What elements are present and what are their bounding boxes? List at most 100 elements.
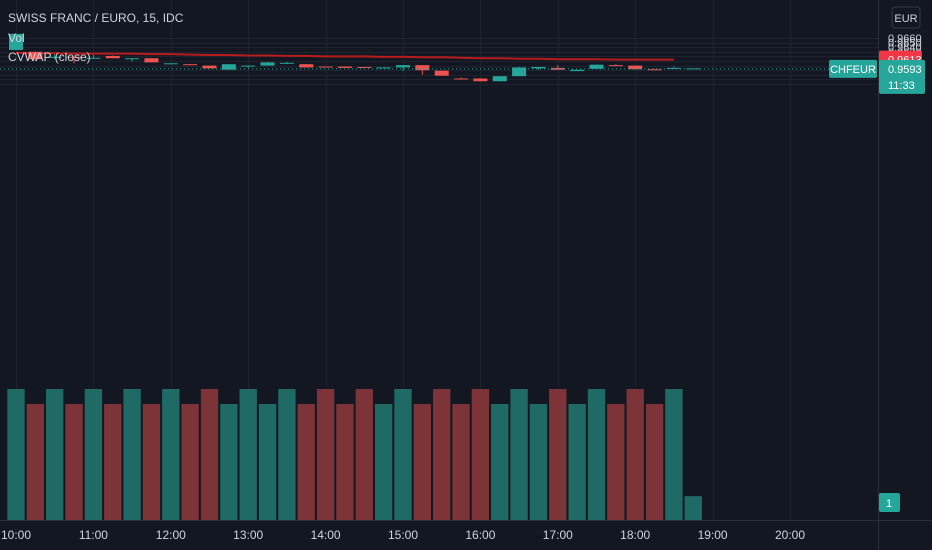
- time-tick-label: 17:00: [543, 528, 573, 542]
- candle: [163, 63, 178, 65]
- volume-bar: [433, 389, 451, 520]
- candle-body: [454, 78, 469, 80]
- last-price-label: 0.9593: [888, 64, 922, 76]
- candle: [183, 64, 198, 66]
- candle: [299, 64, 314, 68]
- bar-countdown: 11:33: [888, 80, 915, 92]
- candle: [337, 66, 352, 68]
- volume-tag: [879, 493, 900, 512]
- time-tick-label: 10:00: [1, 528, 31, 542]
- volume-bar: [336, 404, 354, 520]
- volume-bar: [587, 389, 606, 520]
- candle-body: [47, 56, 62, 58]
- volume-bar: [510, 389, 528, 520]
- candle-body: [86, 57, 101, 59]
- candle-body: [105, 55, 120, 59]
- volume-bar: [549, 389, 567, 520]
- volume-bar: [529, 404, 548, 520]
- volume-bar: [355, 389, 373, 520]
- candle-body: [221, 64, 236, 70]
- volume-bar: [568, 404, 586, 520]
- volume-bar: [471, 389, 490, 520]
- cvwap-indicator-label[interactable]: CVWAP (close): [8, 50, 91, 64]
- volume-bar: [413, 404, 432, 520]
- candle: [202, 65, 217, 69]
- candle: [47, 54, 62, 60]
- candle-body: [144, 58, 159, 63]
- volume-bar: [491, 404, 509, 520]
- candle: [608, 64, 623, 67]
- currency-box[interactable]: [891, 6, 921, 29]
- candle: [492, 76, 507, 82]
- volume-bar: [665, 389, 683, 520]
- volume-bar: [7, 389, 25, 520]
- volume-bar: [200, 389, 219, 520]
- volume-bar: [684, 496, 702, 520]
- price-tags: EUR 0.9613 CHFEUR 0.9593 11:33 1: [829, 6, 925, 512]
- candle-body: [183, 64, 198, 66]
- currency-label: EUR: [894, 13, 917, 25]
- candle-body: [628, 65, 643, 70]
- candle-body: [589, 64, 604, 69]
- candle-body: [415, 65, 430, 71]
- price-tick-label: 0.9650: [888, 38, 922, 50]
- candle-body: [202, 65, 217, 69]
- volume-bars: [7, 389, 702, 520]
- candle-body: [241, 65, 256, 67]
- candle: [357, 66, 372, 68]
- volume-label: 1: [886, 498, 892, 510]
- candle-body: [473, 78, 488, 82]
- candle: [86, 55, 101, 59]
- time-tick-label: 15:00: [388, 528, 418, 542]
- time-tick-label: 11:00: [79, 528, 108, 542]
- candle: [9, 33, 23, 50]
- candle-body: [396, 65, 410, 68]
- volume-bar: [123, 389, 141, 520]
- time-tick-label: 20:00: [775, 528, 805, 542]
- candle: [589, 64, 604, 69]
- time-tick-label: 13:00: [233, 528, 263, 542]
- price-tick-label: 0.9660: [888, 33, 922, 45]
- candle: [666, 66, 681, 69]
- candle: [67, 56, 82, 64]
- candle: [318, 66, 333, 68]
- symbol-tag: [829, 59, 877, 78]
- time-tick-label: 14:00: [311, 528, 341, 542]
- candle: [531, 66, 546, 70]
- candle-body: [279, 62, 294, 64]
- volume-bar: [645, 404, 664, 520]
- candle: [279, 61, 294, 64]
- volume-bar: [607, 404, 625, 520]
- volume-bar: [394, 389, 412, 520]
- time-scale[interactable]: 10:00 11:00 12:00 13:00 14:00 15:00 16:00 17:00…: [0, 520, 932, 543]
- candle: [512, 66, 527, 77]
- volume-bar: [181, 404, 199, 520]
- candle: [28, 51, 43, 61]
- volume-bar: [278, 389, 296, 520]
- volume-indicator-label[interactable]: Vol: [8, 30, 25, 45]
- candle-body: [570, 69, 585, 72]
- time-tick-label: 12:00: [156, 528, 186, 542]
- candle: [144, 58, 159, 63]
- candle-body: [376, 67, 391, 69]
- candle: [550, 65, 565, 70]
- candle-body: [337, 66, 352, 68]
- candle-body: [550, 67, 565, 70]
- volume-bar: [162, 389, 180, 520]
- vwap-line: [15, 51, 674, 61]
- symbol-title[interactable]: SWISS FRANC / EURO, 15, IDC: [8, 11, 184, 25]
- candle: [570, 69, 585, 72]
- last-price-tag: [879, 59, 925, 94]
- candle-body: [67, 56, 82, 58]
- volume-bar: [239, 389, 257, 520]
- candle: [628, 65, 643, 70]
- volume-bar: [65, 404, 83, 520]
- candle: [376, 67, 391, 69]
- volume-bar: [220, 404, 238, 520]
- candle: [260, 61, 275, 66]
- candle: [434, 70, 449, 76]
- time-tick-label: 16:00: [465, 528, 495, 542]
- symbol-label: CHFEUR: [830, 64, 876, 76]
- time-tick-label: 19:00: [698, 528, 728, 542]
